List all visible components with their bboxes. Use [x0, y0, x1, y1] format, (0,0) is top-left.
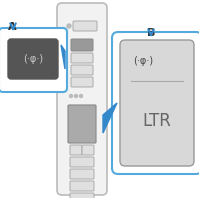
- FancyBboxPatch shape: [70, 181, 94, 191]
- FancyBboxPatch shape: [70, 145, 82, 155]
- FancyBboxPatch shape: [73, 21, 97, 31]
- FancyBboxPatch shape: [57, 3, 107, 195]
- Text: A: A: [8, 22, 17, 32]
- Text: LTR: LTR: [142, 112, 171, 130]
- FancyBboxPatch shape: [82, 145, 94, 155]
- FancyBboxPatch shape: [71, 65, 93, 75]
- FancyBboxPatch shape: [112, 32, 199, 174]
- Text: (·φ·): (·φ·): [23, 54, 43, 64]
- FancyBboxPatch shape: [68, 105, 96, 143]
- FancyBboxPatch shape: [0, 28, 67, 92]
- Circle shape: [79, 94, 83, 97]
- Circle shape: [69, 94, 72, 97]
- Polygon shape: [103, 103, 117, 133]
- FancyBboxPatch shape: [70, 193, 94, 198]
- FancyBboxPatch shape: [70, 169, 94, 179]
- FancyBboxPatch shape: [120, 40, 194, 166]
- FancyBboxPatch shape: [71, 53, 93, 63]
- FancyBboxPatch shape: [71, 39, 93, 51]
- Circle shape: [74, 94, 77, 97]
- FancyBboxPatch shape: [70, 157, 94, 167]
- Polygon shape: [61, 45, 65, 69]
- FancyBboxPatch shape: [8, 39, 58, 79]
- Text: (·φ·): (·φ·): [133, 56, 153, 66]
- Text: B: B: [147, 28, 155, 38]
- FancyBboxPatch shape: [71, 77, 93, 87]
- Circle shape: [67, 24, 71, 28]
